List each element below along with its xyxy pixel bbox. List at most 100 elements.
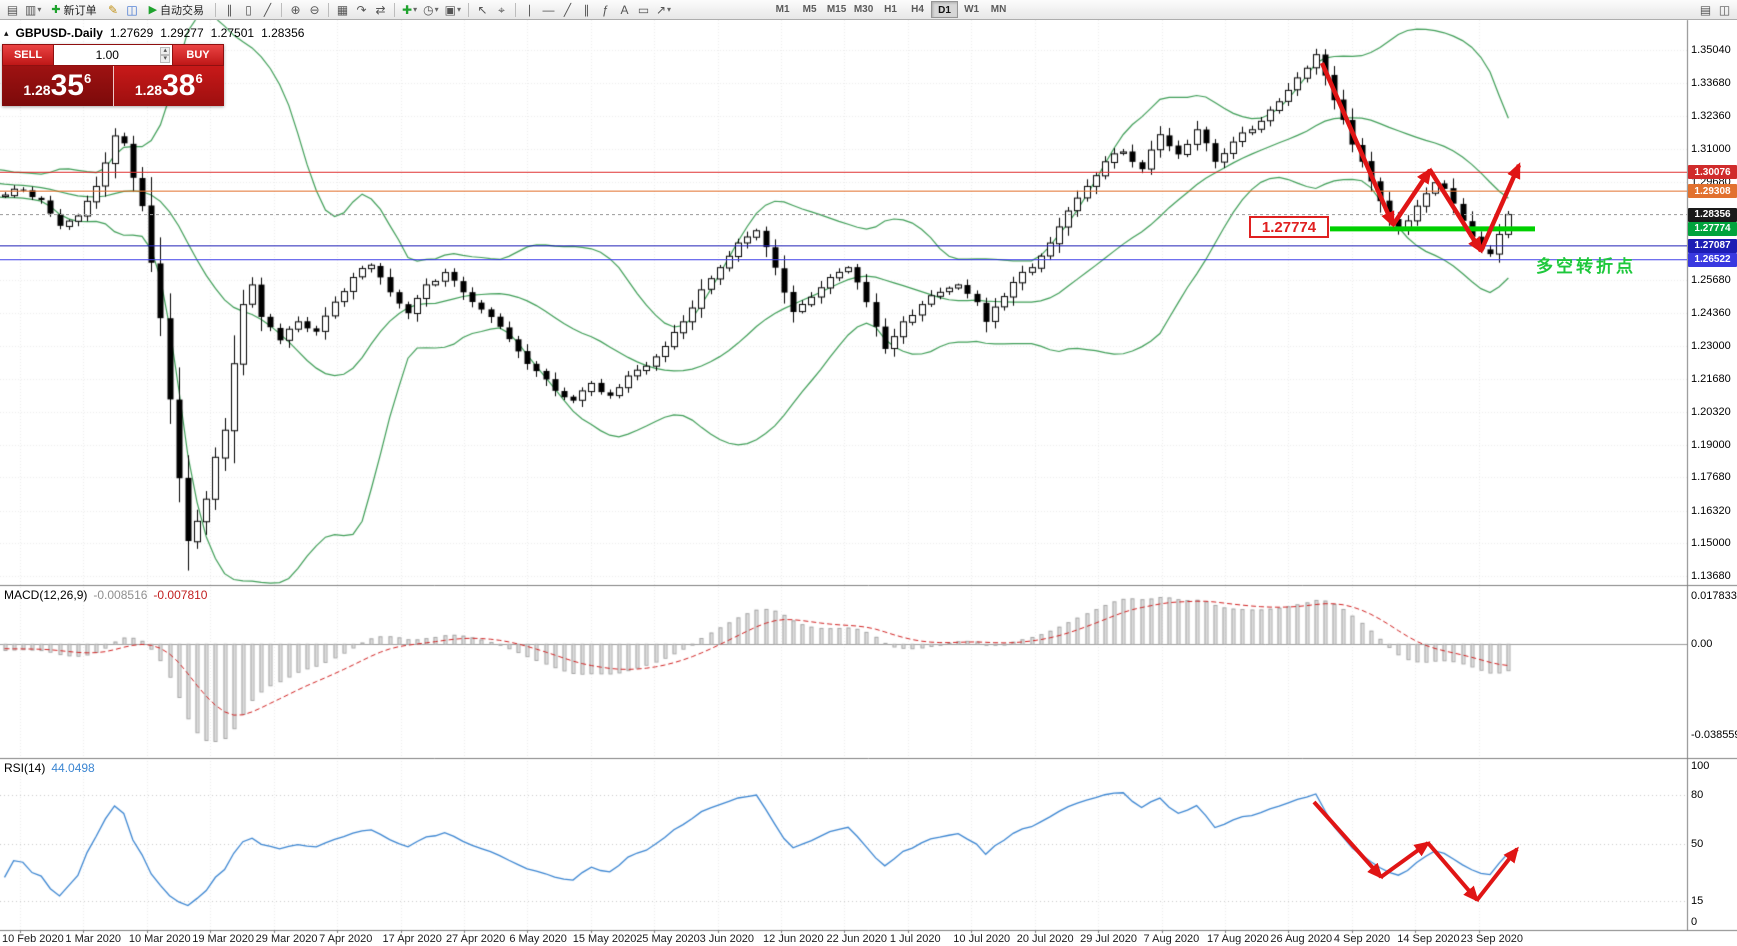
rsi-axis-label: 15 [1691,894,1704,907]
trend-arrow-2[interactable] [1391,167,1432,227]
volume-up-icon[interactable]: ▴ [160,47,170,55]
autotrading-button-label: 自动交易 [160,4,205,17]
new-chart-icon: ▤ [6,2,19,17]
volume-down-icon[interactable]: ▾ [160,55,170,63]
macd-main-value: -0.008516 [93,588,148,602]
date-axis-label: 10 Mar 2020 [128,933,191,945]
toolbar-right-group: ▤ ◫ [1696,1,1734,19]
price-axis-label: 1.31000 [1691,143,1731,156]
chart-shift-icon[interactable]: ⇄ [371,1,390,19]
sell-price[interactable]: 1.28 35 6 [2,66,113,106]
rsi-value: 44.0498 [51,761,95,775]
sell-button[interactable]: SELL [2,44,54,66]
candlestick-chart-icon[interactable]: ▯ [239,1,258,19]
horizontal-line-icon[interactable]: ― [539,1,558,19]
dropdown-arrow-icon[interactable]: ▾ [667,4,672,14]
price-axis-label: 1.21680 [1691,372,1731,385]
date-axis-label: 17 Apr 2020 [382,933,442,945]
vertical-line-icon: ∣ [526,2,533,17]
rsi-axis-label: 100 [1691,760,1710,772]
timeframe-mn-button[interactable]: MN [990,4,1007,15]
fibonacci-icon: ƒ [602,2,609,17]
price-axis-label: 1.17680 [1691,471,1731,484]
print-icon: ▤ [1699,2,1712,17]
timeframe-m15-button[interactable]: M15 [826,4,847,15]
support-price-label[interactable]: 1.27774 [1249,216,1329,238]
print-preview-icon[interactable]: ◫ [1715,1,1734,19]
templates-icon[interactable]: ▣ ▾ [442,1,464,19]
tile-windows-icon[interactable]: ▦ [333,1,352,19]
dropdown-arrow-icon[interactable]: ▾ [456,4,461,14]
date-axis-label: 15 May 2020 [572,933,637,945]
trend-arrow-4[interactable] [1478,162,1522,252]
sell-price-base: 1.28 [23,82,51,98]
cursor-icon[interactable]: ↖ [473,1,492,19]
timeframe-w1-button[interactable]: W1 [964,4,980,15]
profiles-icon: ▥ [25,2,37,17]
rsi-indicator-label: RSI(14) 44.0498 [4,761,95,775]
fibonacci-icon[interactable]: ƒ [596,1,615,19]
zoom-out-icon[interactable]: ⊖ [305,1,324,19]
dropdown-arrow-icon[interactable]: ▾ [37,4,42,14]
label-icon[interactable]: ▭ [634,1,653,19]
trendline-icon[interactable]: ╱ [558,1,577,19]
date-axis-label: 1 Mar 2020 [65,933,122,945]
timeframe-m5-button[interactable]: M5 [802,4,817,15]
new-order-button-icon: ✚ [51,4,61,16]
terminal-icon[interactable]: ◫ [123,1,142,19]
rsi-arrow-1[interactable] [1312,800,1383,880]
dropdown-arrow-icon[interactable]: ▾ [413,4,418,14]
text-icon[interactable]: A [615,1,634,19]
new-chart-icon[interactable]: ▤ [3,1,22,19]
sell-price-big: 35 [50,69,84,102]
autotrading-button[interactable]: ▶ 自动交易 [142,1,211,19]
price-tag: 1.29308 [1688,184,1737,199]
trend-arrow-1[interactable] [1319,62,1396,228]
bar-chart-icon[interactable]: ∥ [220,1,239,19]
line-chart-icon[interactable]: ╱ [258,1,277,19]
price-axis-label: 1.25680 [1691,274,1731,287]
price-tag: 1.27087 [1688,238,1737,253]
timeframe-m30-button[interactable]: M30 [853,4,874,15]
volume-input[interactable]: 1.00 ▴ ▾ [54,44,172,66]
crosshair-icon: ⌖ [498,2,505,17]
timeframe-h1-button[interactable]: H1 [884,4,897,15]
arrows-tool-icon[interactable]: ↗ ▾ [653,1,674,19]
timeframe-d1-button[interactable]: D1 [931,1,959,18]
metaeditor-icon[interactable]: ✎ [104,1,123,19]
channel-icon[interactable]: ∥ [577,1,596,19]
rsi-axis-label: 80 [1691,788,1704,801]
buy-price-base: 1.28 [134,82,163,98]
trend-arrow-3[interactable] [1428,168,1483,254]
vertical-line-icon[interactable]: ∣ [520,1,539,19]
volume-value: 1.00 [95,48,119,62]
buy-price[interactable]: 1.28 38 6 [112,66,224,106]
zoom-in-icon[interactable]: ⊕ [286,1,305,19]
periods-icon[interactable]: ◷ ▾ [420,1,442,19]
profiles-icon[interactable]: ▥ ▾ [22,1,44,19]
channel-icon: ∥ [583,2,590,17]
price-axis-label: 1.19000 [1691,438,1731,451]
auto-scroll-icon[interactable]: ↷ [352,1,371,19]
buy-price-sup: 6 [195,71,203,86]
indicators-icon: ✚ [402,2,413,17]
rsi-arrow-4[interactable] [1475,846,1519,902]
rsi-arrow-2[interactable] [1379,841,1431,879]
rsi-arrow-3[interactable] [1426,841,1479,903]
one-click-collapse-icon[interactable]: ▴ [4,27,9,38]
new-order-button[interactable]: ✚ 新订单 [44,1,103,19]
horizontal-line-icon: ― [542,2,555,17]
volume-spinner[interactable]: ▴ ▾ [160,47,170,63]
print-icon[interactable]: ▤ [1696,1,1715,19]
buy-button[interactable]: BUY [172,44,224,66]
date-axis-label: 4 Sep 2020 [1333,933,1391,945]
crosshair-icon[interactable]: ⌖ [492,1,511,19]
timeframe-m1-button[interactable]: M1 [775,4,790,15]
toolbar-separator [514,2,516,17]
timeframe-h4-button[interactable]: H4 [911,4,924,15]
turning-point-note[interactable]: 多空转折点 [1536,257,1636,276]
indicators-icon[interactable]: ✚ ▾ [399,1,420,19]
dropdown-arrow-icon[interactable]: ▾ [434,4,439,14]
